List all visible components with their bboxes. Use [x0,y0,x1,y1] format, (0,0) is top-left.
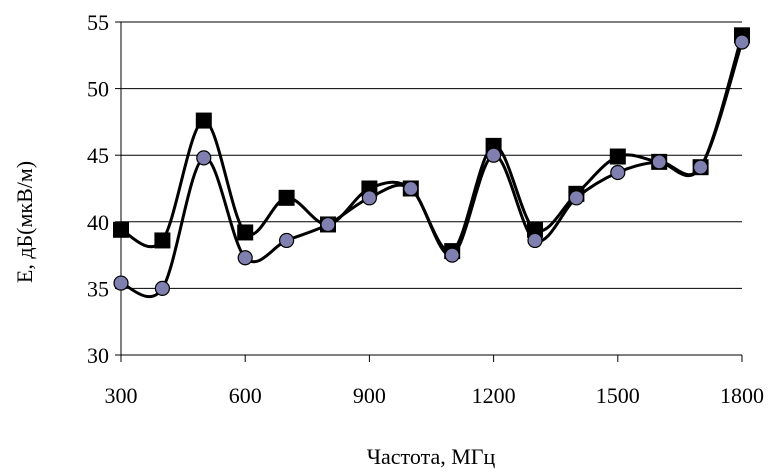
x-tick-label-300: 300 [105,383,138,408]
x-axis-title: Частота, МГц [367,444,496,469]
y-axis-title: Е, дБ(мкВ/м) [12,161,37,283]
marker-circle-900 [361,190,377,206]
marker-square-700 [278,189,295,206]
y-tick-label-35: 35 [87,276,109,301]
marker-circle-500 [196,150,212,166]
series-lines [119,33,744,298]
axes [115,21,743,362]
marker-circle-1200 [486,147,502,163]
y-tick-label-30: 30 [87,343,109,368]
x-tick-label-600: 600 [229,383,262,408]
series-line-square [119,33,744,253]
marker-circle-400 [154,280,170,296]
x-tick-label-1500: 1500 [596,383,640,408]
marker-circle-1700 [692,159,709,175]
marker-square-300 [113,221,129,238]
y-tick-label-40: 40 [87,210,109,235]
marker-circle-700 [279,232,295,249]
marker-circle-1800 [734,34,750,50]
marker-square-600 [237,224,254,241]
marker-circle-1600 [651,154,667,170]
grid-lines [121,21,742,289]
series-line-circle [119,40,744,298]
marker-circle-1300 [527,232,543,249]
x-tick-label-1200: 1200 [472,383,516,408]
marker-circle-800 [320,216,336,233]
marker-circle-1400 [568,190,585,206]
marker-square-400 [154,232,171,249]
y-tick-label-45: 45 [87,143,109,168]
tick-labels: 30 35 40 45 50 55 300 600 900 1200 1500 1800 [87,10,764,408]
marker-square-500 [195,112,212,129]
x-tick-label-1800: 1800 [720,383,764,408]
y-tick-label-55: 55 [87,10,109,35]
data-markers [113,27,750,296]
marker-circle-600 [237,250,253,266]
marker-circle-1000 [403,180,419,197]
marker-square-1500 [609,148,626,165]
y-tick-label-50: 50 [87,77,109,102]
marker-circle-1500 [610,164,626,181]
marker-circle-300 [113,275,129,291]
marker-circle-1100 [444,247,460,263]
x-tick-label-900: 900 [353,383,386,408]
